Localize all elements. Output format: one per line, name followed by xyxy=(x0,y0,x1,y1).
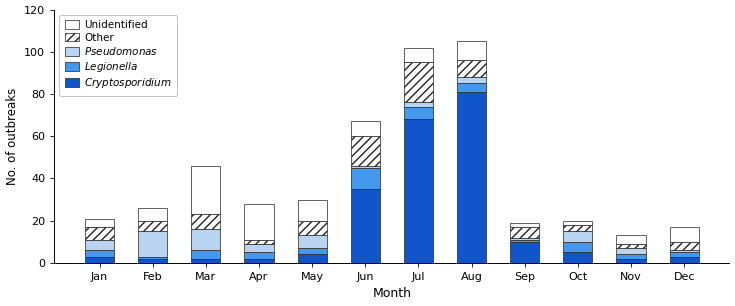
Bar xyxy=(85,218,114,227)
Bar xyxy=(191,259,220,263)
Bar xyxy=(563,225,592,231)
Bar xyxy=(191,166,220,214)
Bar xyxy=(670,256,699,263)
Bar xyxy=(563,231,592,242)
Bar xyxy=(244,244,273,252)
Bar xyxy=(457,92,486,263)
Bar xyxy=(351,168,380,189)
Bar xyxy=(191,250,220,259)
Bar xyxy=(457,60,486,77)
Bar xyxy=(404,47,433,62)
Bar xyxy=(510,242,539,263)
Bar xyxy=(138,221,168,231)
Bar xyxy=(351,189,380,263)
Bar xyxy=(244,259,273,263)
Bar xyxy=(138,259,168,263)
Bar xyxy=(244,252,273,259)
Bar xyxy=(510,223,539,227)
Bar xyxy=(85,227,114,240)
X-axis label: Month: Month xyxy=(373,287,412,300)
Bar xyxy=(298,254,327,263)
Bar xyxy=(457,41,486,60)
Bar xyxy=(404,119,433,263)
Y-axis label: No. of outbreaks: No. of outbreaks xyxy=(6,88,18,185)
Bar xyxy=(298,221,327,235)
Bar xyxy=(563,242,592,252)
Bar xyxy=(670,242,699,250)
Bar xyxy=(298,200,327,221)
Bar xyxy=(404,107,433,119)
Bar xyxy=(138,256,168,259)
Bar xyxy=(510,237,539,240)
Bar xyxy=(351,121,380,136)
Bar xyxy=(85,240,114,250)
Bar xyxy=(351,166,380,168)
Bar xyxy=(351,136,380,166)
Bar xyxy=(191,229,220,250)
Bar xyxy=(85,256,114,263)
Bar xyxy=(138,231,168,256)
Bar xyxy=(191,214,220,229)
Bar xyxy=(138,208,168,221)
Bar xyxy=(670,250,699,252)
Bar xyxy=(617,248,645,254)
Legend: Unidentified, Other, $Pseudomonas$, $Legionella$, $Cryptosporidium$: Unidentified, Other, $Pseudomonas$, $Leg… xyxy=(60,15,177,95)
Bar xyxy=(670,227,699,242)
Bar xyxy=(563,252,592,263)
Bar xyxy=(617,259,645,263)
Bar xyxy=(298,235,327,248)
Bar xyxy=(404,103,433,107)
Bar xyxy=(563,221,592,225)
Bar xyxy=(510,227,539,237)
Bar xyxy=(244,204,273,240)
Bar xyxy=(457,84,486,92)
Bar xyxy=(85,250,114,256)
Bar xyxy=(457,77,486,84)
Bar xyxy=(617,244,645,248)
Bar xyxy=(617,235,645,244)
Bar xyxy=(617,254,645,259)
Bar xyxy=(298,248,327,254)
Bar xyxy=(404,62,433,103)
Bar xyxy=(244,240,273,244)
Bar xyxy=(510,240,539,242)
Bar xyxy=(670,252,699,256)
